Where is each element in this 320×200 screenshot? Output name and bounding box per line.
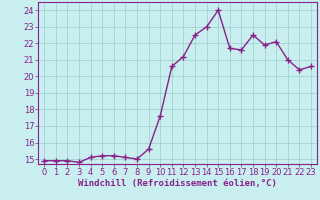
X-axis label: Windchill (Refroidissement éolien,°C): Windchill (Refroidissement éolien,°C): [78, 179, 277, 188]
